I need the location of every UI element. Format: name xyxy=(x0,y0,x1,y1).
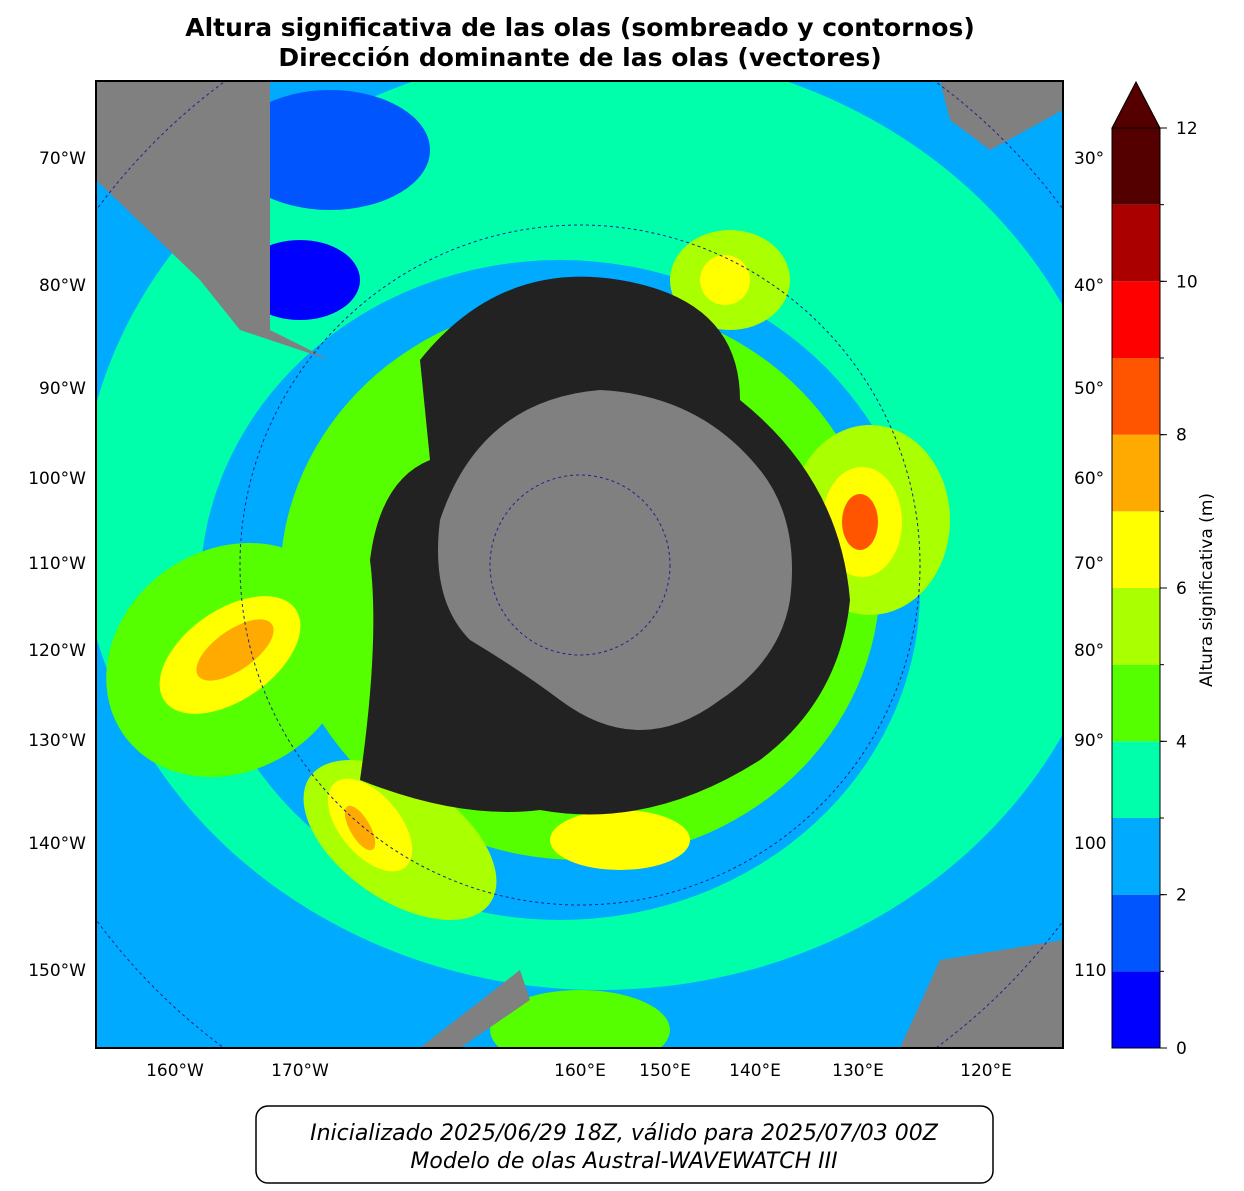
lon-label: 160°E xyxy=(554,1061,606,1081)
colorbar-band xyxy=(1112,894,1160,972)
colorbar-band xyxy=(1112,664,1160,742)
colorbar-band xyxy=(1112,128,1160,205)
colorbar-band xyxy=(1112,358,1160,435)
colorbar-tick-label: 10 xyxy=(1176,272,1198,292)
map xyxy=(96,81,1063,1048)
lon-label: 100 xyxy=(1074,834,1106,854)
lat-label: 140°W xyxy=(28,834,86,854)
lat-label: 90°W xyxy=(39,379,86,399)
lon-label: 170°W xyxy=(271,1061,329,1081)
colorbar-tick-label: 4 xyxy=(1176,732,1187,752)
colorbar-extend xyxy=(1111,80,1161,129)
colorbar-tick-label: 12 xyxy=(1176,119,1198,139)
lon-label: 90° xyxy=(1074,731,1104,751)
colorbar-band xyxy=(1112,818,1160,895)
colorbar-band xyxy=(1112,741,1160,818)
lon-label: 110 xyxy=(1074,961,1106,981)
lon-label: 60° xyxy=(1074,469,1104,489)
lon-label: 120°E xyxy=(960,1061,1012,1081)
lon-label: 40° xyxy=(1074,276,1104,296)
colorbar-band xyxy=(1112,588,1160,665)
lon-label: 160°W xyxy=(146,1061,204,1081)
lat-label: 120°W xyxy=(28,641,86,661)
colorbar-tick-label: 0 xyxy=(1176,1039,1187,1059)
title-line: Altura significativa de las olas (sombre… xyxy=(185,13,975,42)
lon-label: 130°E xyxy=(832,1061,884,1081)
colorbar-band xyxy=(1112,281,1160,358)
footer-line: Modelo de olas Austral-WAVEWATCH III xyxy=(410,1149,837,1174)
lat-label: 110°W xyxy=(28,554,86,574)
colorbar-tick-label: 8 xyxy=(1176,426,1187,446)
colorbar-band xyxy=(1112,971,1160,1048)
map-frame xyxy=(95,80,1064,1049)
footer-line: Inicializado 2025/06/29 18Z, válido para… xyxy=(310,1121,939,1146)
colorbar-label: Altura significativa (m) xyxy=(1197,493,1217,687)
lon-label: 140°E xyxy=(729,1061,781,1081)
lat-label: 130°W xyxy=(28,731,86,751)
colorbar-band xyxy=(1112,204,1160,282)
lon-label: 70° xyxy=(1074,554,1104,574)
colorbar-band xyxy=(1112,434,1160,512)
lon-label: 150°E xyxy=(639,1061,691,1081)
colorbar-band xyxy=(1112,511,1160,588)
colorbar-tick-label: 6 xyxy=(1176,579,1187,599)
colorbar-tick-label: 2 xyxy=(1176,886,1187,906)
lat-label: 150°W xyxy=(28,961,86,981)
title-line: Dirección dominante de las olas (vectore… xyxy=(278,43,881,72)
lon-label: 50° xyxy=(1074,379,1104,399)
lat-label: 80°W xyxy=(39,276,86,296)
lat-label: 70°W xyxy=(39,149,86,169)
lat-label: 100°W xyxy=(28,469,86,489)
footer-box xyxy=(255,1105,994,1184)
lon-label: 30° xyxy=(1074,149,1104,169)
lon-label: 80° xyxy=(1074,641,1104,661)
